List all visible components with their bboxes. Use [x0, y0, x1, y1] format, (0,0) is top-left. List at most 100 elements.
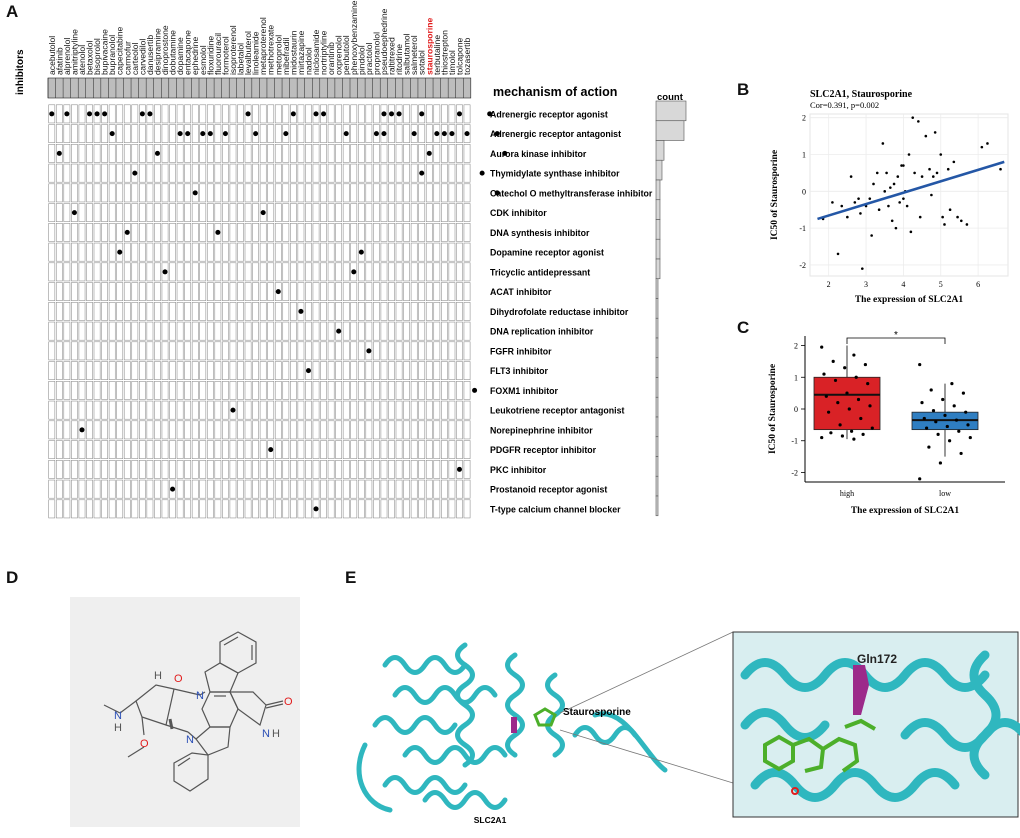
matrix-cell: [395, 460, 403, 479]
matrix-cell: [463, 460, 471, 479]
matrix-cell: [327, 242, 335, 262]
y-tick-label: -2: [799, 261, 806, 270]
matrix-cell: [244, 203, 252, 222]
matrix-cell: [373, 321, 380, 341]
scatter-point: [920, 175, 924, 178]
count-bar: [655, 416, 659, 438]
matrix-cell: [86, 460, 93, 479]
matrix-cell: [380, 440, 388, 459]
matrix-cell: [146, 242, 154, 262]
matrix-cell: [425, 440, 433, 459]
matrix-cell: [456, 144, 463, 163]
matrix-cell: [71, 124, 78, 143]
matrix-dot: [177, 131, 183, 137]
matrix-cell: [169, 183, 176, 203]
count-bar: [655, 140, 665, 161]
matrix-cell: [448, 341, 456, 361]
box-point: [968, 435, 972, 440]
inset-helices: [740, 650, 1020, 802]
box-point: [856, 397, 861, 402]
matrix-cell: [425, 341, 433, 361]
matrix-cell: [71, 321, 78, 341]
matrix-cell: [425, 420, 433, 440]
matrix-cell: [154, 203, 161, 222]
matrix-cell: [410, 144, 418, 163]
box-point: [870, 426, 874, 430]
matrix-cell: [93, 302, 101, 321]
matrix-cell: [86, 479, 93, 499]
matrix-cell: [274, 420, 282, 440]
matrix-cell: [101, 163, 108, 183]
box-point: [852, 437, 856, 441]
matrix-cell: [259, 479, 267, 499]
matrix-cell: [146, 361, 154, 380]
matrix-cell: [86, 242, 93, 262]
matrix-cell: [342, 203, 350, 222]
matrix-cell: [139, 440, 146, 459]
matrix-cell: [350, 223, 358, 242]
matrix-cell: [388, 282, 395, 301]
matrix-cell: [191, 262, 199, 282]
matrix-cell: [55, 223, 63, 242]
matrix-cell: [365, 183, 373, 203]
matrix-cell: [395, 400, 403, 420]
matrix-cell: [139, 282, 146, 301]
matrix-cell: [335, 262, 343, 282]
matrix-cell: [403, 223, 410, 242]
box-point: [850, 429, 854, 433]
matrix-cell: [199, 361, 207, 380]
box-point: [854, 375, 858, 379]
matrix-cell: [108, 381, 116, 400]
drug-label: raltitrexed: [387, 37, 397, 75]
matrix-dot: [139, 111, 145, 117]
matrix-cell: [305, 321, 312, 341]
matrix-cell: [244, 361, 252, 380]
matrix-cell: [388, 203, 395, 222]
matrix-dot: [117, 249, 123, 255]
matrix-cell: [342, 282, 350, 301]
scatter-point: [853, 201, 857, 204]
matrix-cell: [327, 321, 335, 341]
matrix-cell: [320, 479, 327, 499]
matrix-cell: [154, 499, 161, 519]
matrix-dot: [381, 111, 387, 117]
matrix-cell: [139, 460, 146, 479]
matrix-cell: [290, 144, 297, 163]
matrix-cell: [176, 302, 184, 321]
x-tick-label: 5: [939, 280, 943, 289]
box-point: [966, 423, 970, 427]
box-point: [934, 420, 938, 424]
matrix-cell: [297, 104, 305, 124]
matrix-cell: [380, 242, 388, 262]
matrix-cell: [214, 321, 222, 341]
matrix-cell: [86, 381, 93, 400]
matrix-cell: [267, 203, 275, 222]
scatter-point: [913, 171, 916, 175]
matrix-cell: [425, 223, 433, 242]
matrix-cell: [282, 420, 290, 440]
matrix-cell: [357, 262, 365, 282]
matrix-cell: [206, 242, 214, 262]
box-point: [952, 404, 956, 408]
matrix-cell: [448, 203, 456, 222]
matrix-cell: [237, 440, 244, 459]
matrix-cell: [267, 460, 275, 479]
matrix-cell: [267, 420, 275, 440]
matrix-cell: [169, 104, 176, 124]
matrix-cell: [274, 321, 282, 341]
matrix-cell: [342, 460, 350, 479]
matrix-cell: [448, 321, 456, 341]
matrix-cell: [252, 144, 259, 163]
matrix-cell: [252, 460, 259, 479]
matrix-cell: [252, 203, 259, 222]
matrix-cell: [403, 400, 410, 420]
matrix-cell: [418, 144, 426, 163]
matrix-cell: [463, 203, 471, 222]
matrix-cell: [244, 144, 252, 163]
matrix-cell: [63, 400, 71, 420]
matrix-cell: [191, 460, 199, 479]
matrix-cell: [448, 144, 456, 163]
matrix-cell: [305, 104, 312, 124]
matrix-cell: [365, 361, 373, 380]
matrix-cell: [267, 242, 275, 262]
